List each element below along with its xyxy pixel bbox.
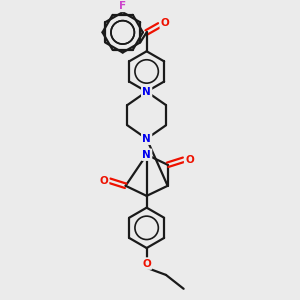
Text: O: O <box>161 18 170 28</box>
Text: O: O <box>99 176 108 186</box>
Text: N: N <box>142 87 151 97</box>
Text: O: O <box>185 155 194 165</box>
Text: N: N <box>142 150 151 160</box>
Text: N: N <box>142 134 151 144</box>
Text: F: F <box>119 1 126 11</box>
Text: O: O <box>142 259 151 269</box>
